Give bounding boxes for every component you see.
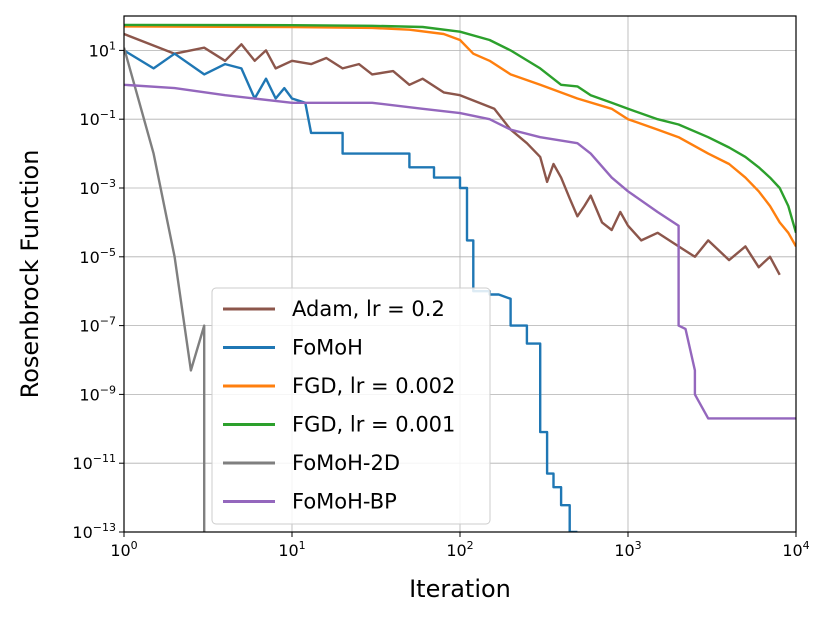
legend-label-5: FoMoH-2D (292, 451, 400, 475)
legend-label-4: FGD, lr = 0.001 (292, 413, 455, 437)
x-tick-label: 101 (278, 539, 305, 560)
y-tick-label: 10−1 (79, 108, 116, 129)
y-tick-label: 101 (89, 39, 116, 60)
series-line-2 (124, 49, 578, 532)
y-axis-title: Rosenbrock Function (16, 150, 44, 399)
legend-label-3: FGD, lr = 0.002 (292, 374, 455, 398)
axis-ticks: 100 101 102 103 104 101 10−1 10−3 10−5 10−7 10−9 10… (72, 39, 809, 560)
legend: Adam, lr = 0.2 FoMoH FGD, lr = 0.002 FGD, l… (211, 287, 491, 525)
y-tick-label: 10−13 (72, 521, 116, 542)
y-tick-label: 10−3 (79, 177, 116, 198)
x-tick-label: 104 (782, 539, 809, 560)
legend-box (211, 287, 491, 525)
series-line-1 (124, 32, 781, 276)
x-tick-label: 100 (110, 539, 137, 560)
y-tick-label: 10−11 (72, 452, 116, 473)
series-line-4 (124, 23, 796, 234)
x-tick-label: 102 (446, 539, 473, 560)
x-axis-title: Iteration (409, 575, 511, 603)
series-line-3 (124, 25, 796, 247)
series-line-6 (124, 83, 796, 420)
y-tick-label: 10−5 (79, 246, 116, 267)
legend-label-6: FoMoH-BP (292, 490, 397, 514)
legend-label-1: Adam, lr = 0.2 (292, 297, 445, 321)
legend-label-2: FoMoH (292, 336, 363, 360)
y-tick-label: 10−7 (79, 315, 116, 336)
y-tick-label: 10−9 (79, 383, 116, 404)
series-layer (124, 23, 796, 532)
series-line-5 (124, 47, 206, 532)
x-tick-label: 103 (614, 539, 641, 560)
